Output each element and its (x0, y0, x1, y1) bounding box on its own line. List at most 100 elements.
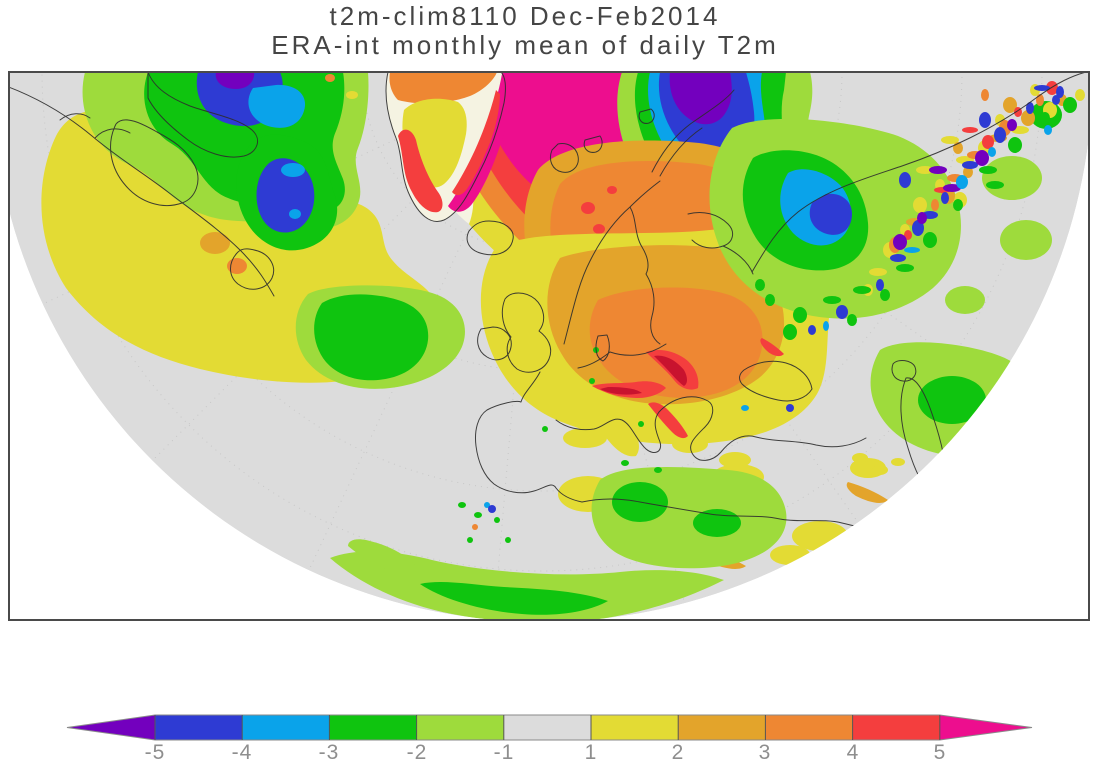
anomaly-speck (943, 184, 961, 192)
anomaly-speck (1063, 97, 1077, 113)
anomaly-speck (893, 234, 907, 250)
anomaly-speck (923, 232, 937, 248)
map-canvas (0, 0, 1093, 622)
anomaly-speck (488, 505, 496, 513)
anomaly-speck (325, 74, 335, 82)
anomaly-speck (929, 166, 947, 174)
coastlines (5, 71, 1087, 561)
anomaly-speck (913, 197, 927, 213)
colorbar-tick-m2: -2 (406, 741, 428, 760)
colorbar-arrow-right (939, 715, 1032, 740)
colorbar-tick-m5: -5 (144, 741, 166, 760)
anomaly-speck (1021, 110, 1035, 126)
map-panel (0, 0, 1093, 622)
anomaly-speck (808, 325, 816, 335)
anomaly-speck (979, 166, 997, 174)
colorbar-separators (154, 715, 941, 740)
anomaly-speck (1044, 125, 1052, 135)
anomaly-speck (1052, 95, 1060, 105)
anomaly-speck (981, 89, 989, 101)
anomaly-speck (1007, 119, 1017, 131)
anomaly-speck (956, 175, 968, 189)
anomaly-speck (986, 181, 1004, 189)
colorbar-tick-p1: 1 (584, 741, 598, 760)
anomaly-speck (941, 192, 949, 204)
anomaly-speck (876, 279, 884, 291)
anomaly-speck (484, 502, 490, 508)
anomaly-speck (872, 465, 888, 475)
chart-subtitle: ERA-int monthly mean of daily T2m (271, 30, 779, 60)
anomaly-speck (638, 421, 644, 427)
anomaly-speck (853, 286, 871, 294)
anomaly-speck (891, 458, 905, 466)
anomaly-speck (1046, 81, 1058, 95)
anomaly-speck (1075, 89, 1085, 101)
colorbar-tick-m3: -3 (318, 741, 340, 760)
anomaly-speck (467, 537, 473, 543)
anomaly-speck (917, 212, 927, 224)
anomaly-speck (1040, 112, 1050, 124)
anomaly-speck (899, 172, 911, 188)
colorbar-tick-p4: 4 (846, 741, 860, 760)
colorbar (66, 714, 1033, 741)
colorbar-tick-p3: 3 (758, 741, 772, 760)
anomaly-speck (1056, 86, 1064, 98)
anomaly-canada-cold (82, 72, 369, 251)
anomaly-speck (654, 467, 662, 473)
anomaly-speck (783, 324, 797, 340)
anomaly-speck (916, 166, 934, 174)
anomaly-speck (963, 166, 973, 178)
anomaly-speck (1008, 137, 1022, 153)
anomaly-speck (786, 404, 794, 412)
anomaly-speck (896, 264, 914, 272)
anomaly-speck (904, 247, 920, 253)
anomaly-speck (979, 112, 991, 128)
anomaly-speck (994, 127, 1006, 143)
anomaly-speck (852, 453, 868, 463)
anomaly-speck (346, 91, 358, 99)
anomaly-speck (931, 199, 939, 211)
anomaly-speck (962, 127, 978, 133)
anomaly-speck (988, 147, 996, 157)
colorbar-tick-p2: 2 (671, 741, 685, 760)
anomaly-mid-atlantic-cold (295, 285, 465, 389)
anomaly-speck (975, 150, 989, 166)
anomaly-speck (978, 537, 986, 543)
anomaly-speck (951, 523, 961, 531)
colorbar-tick-p5: 5 (933, 741, 947, 760)
anomaly-speck (542, 426, 548, 432)
anomaly-speck (1026, 102, 1034, 114)
anomaly-speck (962, 161, 978, 169)
anomaly-speck (1036, 94, 1044, 106)
anomaly-speck (890, 254, 906, 262)
anomaly-africa-mediterranean (330, 458, 888, 622)
anomaly-speck (458, 502, 466, 508)
anomaly-speck (741, 405, 749, 411)
ural-speckle-band (863, 81, 1085, 301)
colorbar-arrow-left (67, 715, 155, 740)
anomaly-speck (505, 537, 511, 543)
anomaly-speck (929, 510, 939, 518)
colorbar-segments (155, 715, 940, 740)
greenland-field (385, 72, 511, 222)
anomaly-speck (755, 279, 765, 291)
anomaly-speck (793, 307, 807, 323)
anomaly-speck (1034, 85, 1050, 91)
anomaly-speck (494, 517, 500, 523)
colorbar-tick-m4: -4 (231, 741, 253, 760)
anomaly-speck (869, 268, 887, 276)
anomaly-speck (912, 220, 924, 236)
anomaly-speck (836, 305, 848, 319)
anomaly-speck (880, 289, 890, 301)
anomaly-speck (621, 460, 629, 466)
anomaly-speck (907, 501, 917, 509)
anomaly-speck (953, 199, 963, 211)
anomaly-speck (884, 515, 894, 523)
anomaly-speck (847, 314, 857, 326)
anomaly-speck (823, 321, 829, 331)
anomaly-speck (1003, 97, 1017, 113)
anomaly-speck (941, 136, 959, 144)
chart-title: t2m-clim8110 Dec-Feb2014 (329, 1, 721, 31)
anomaly-speck (474, 512, 482, 518)
